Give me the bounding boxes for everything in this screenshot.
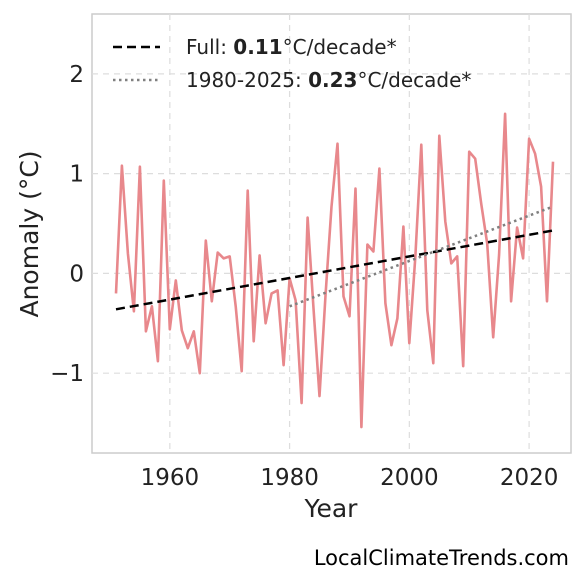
- legend-full-prefix: Full:: [186, 35, 233, 59]
- y-tick-label: 0: [69, 261, 84, 287]
- x-tick-labels: 1960 1980 2000 2020: [141, 465, 559, 491]
- y-tick-label: 2: [69, 62, 84, 88]
- x-tick-label: 2000: [380, 465, 439, 491]
- x-tick-label: 1980: [260, 465, 319, 491]
- watermark: LocalClimateTrends.com: [313, 546, 569, 570]
- y-tick-labels: 2 1 0 −1: [50, 62, 84, 387]
- plot-frame: [91, 13, 572, 454]
- trend-recent-line: [289, 205, 554, 308]
- legend-recent-label: 1980-2025: 0.23°C/decade*: [186, 68, 471, 92]
- grid: [92, 14, 571, 453]
- legend-recent-suffix: °C/decade*: [357, 68, 471, 92]
- legend-full-label: Full: 0.11°C/decade*: [186, 35, 397, 59]
- y-tick-label: −1: [50, 361, 84, 387]
- y-axis-label: Anomaly (°C): [15, 150, 44, 317]
- legend-recent-prefix: 1980-2025:: [186, 68, 308, 92]
- x-axis-label: Year: [304, 494, 359, 523]
- trend-full-line: [115, 229, 554, 311]
- legend-recent-value: 0.23: [308, 68, 357, 92]
- legend-full-value: 0.11: [233, 35, 282, 59]
- y-tick-label: 1: [69, 162, 84, 188]
- x-tick-label: 2020: [500, 465, 559, 491]
- anomaly-series-line: [114, 112, 555, 429]
- x-tick-label: 1960: [141, 465, 200, 491]
- legend: Full: 0.11°C/decade* 1980-2025: 0.23°C/d…: [113, 35, 471, 92]
- series-layer: [114, 112, 555, 429]
- legend-full-suffix: °C/decade*: [283, 35, 397, 59]
